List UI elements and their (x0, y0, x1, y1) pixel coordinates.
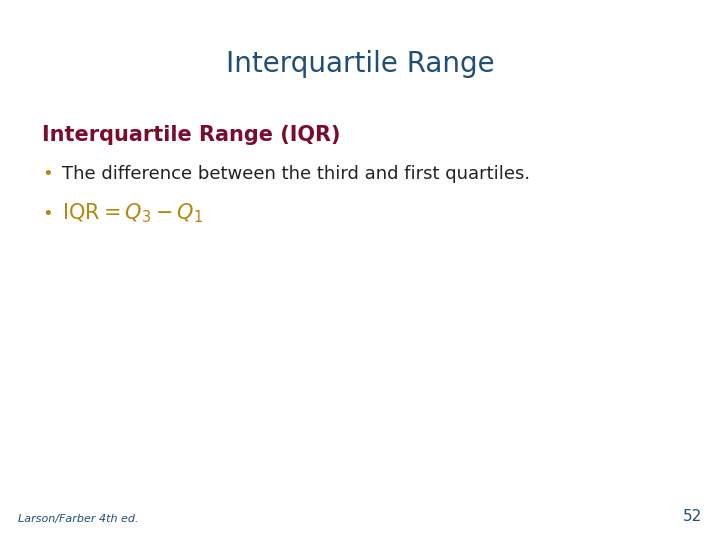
Text: Interquartile Range: Interquartile Range (225, 50, 495, 78)
Text: Larson/Farber 4th ed.: Larson/Farber 4th ed. (18, 514, 138, 524)
Text: Interquartile Range (IQR): Interquartile Range (IQR) (42, 125, 341, 145)
Text: $\mathrm{IQR} = \mathit{Q}_3 - \mathit{Q}_1$: $\mathrm{IQR} = \mathit{Q}_3 - \mathit{Q… (62, 201, 203, 225)
Text: 52: 52 (683, 509, 702, 524)
Text: The difference between the third and first quartiles.: The difference between the third and fir… (62, 165, 530, 183)
Text: •: • (42, 205, 53, 223)
Text: •: • (42, 165, 53, 183)
